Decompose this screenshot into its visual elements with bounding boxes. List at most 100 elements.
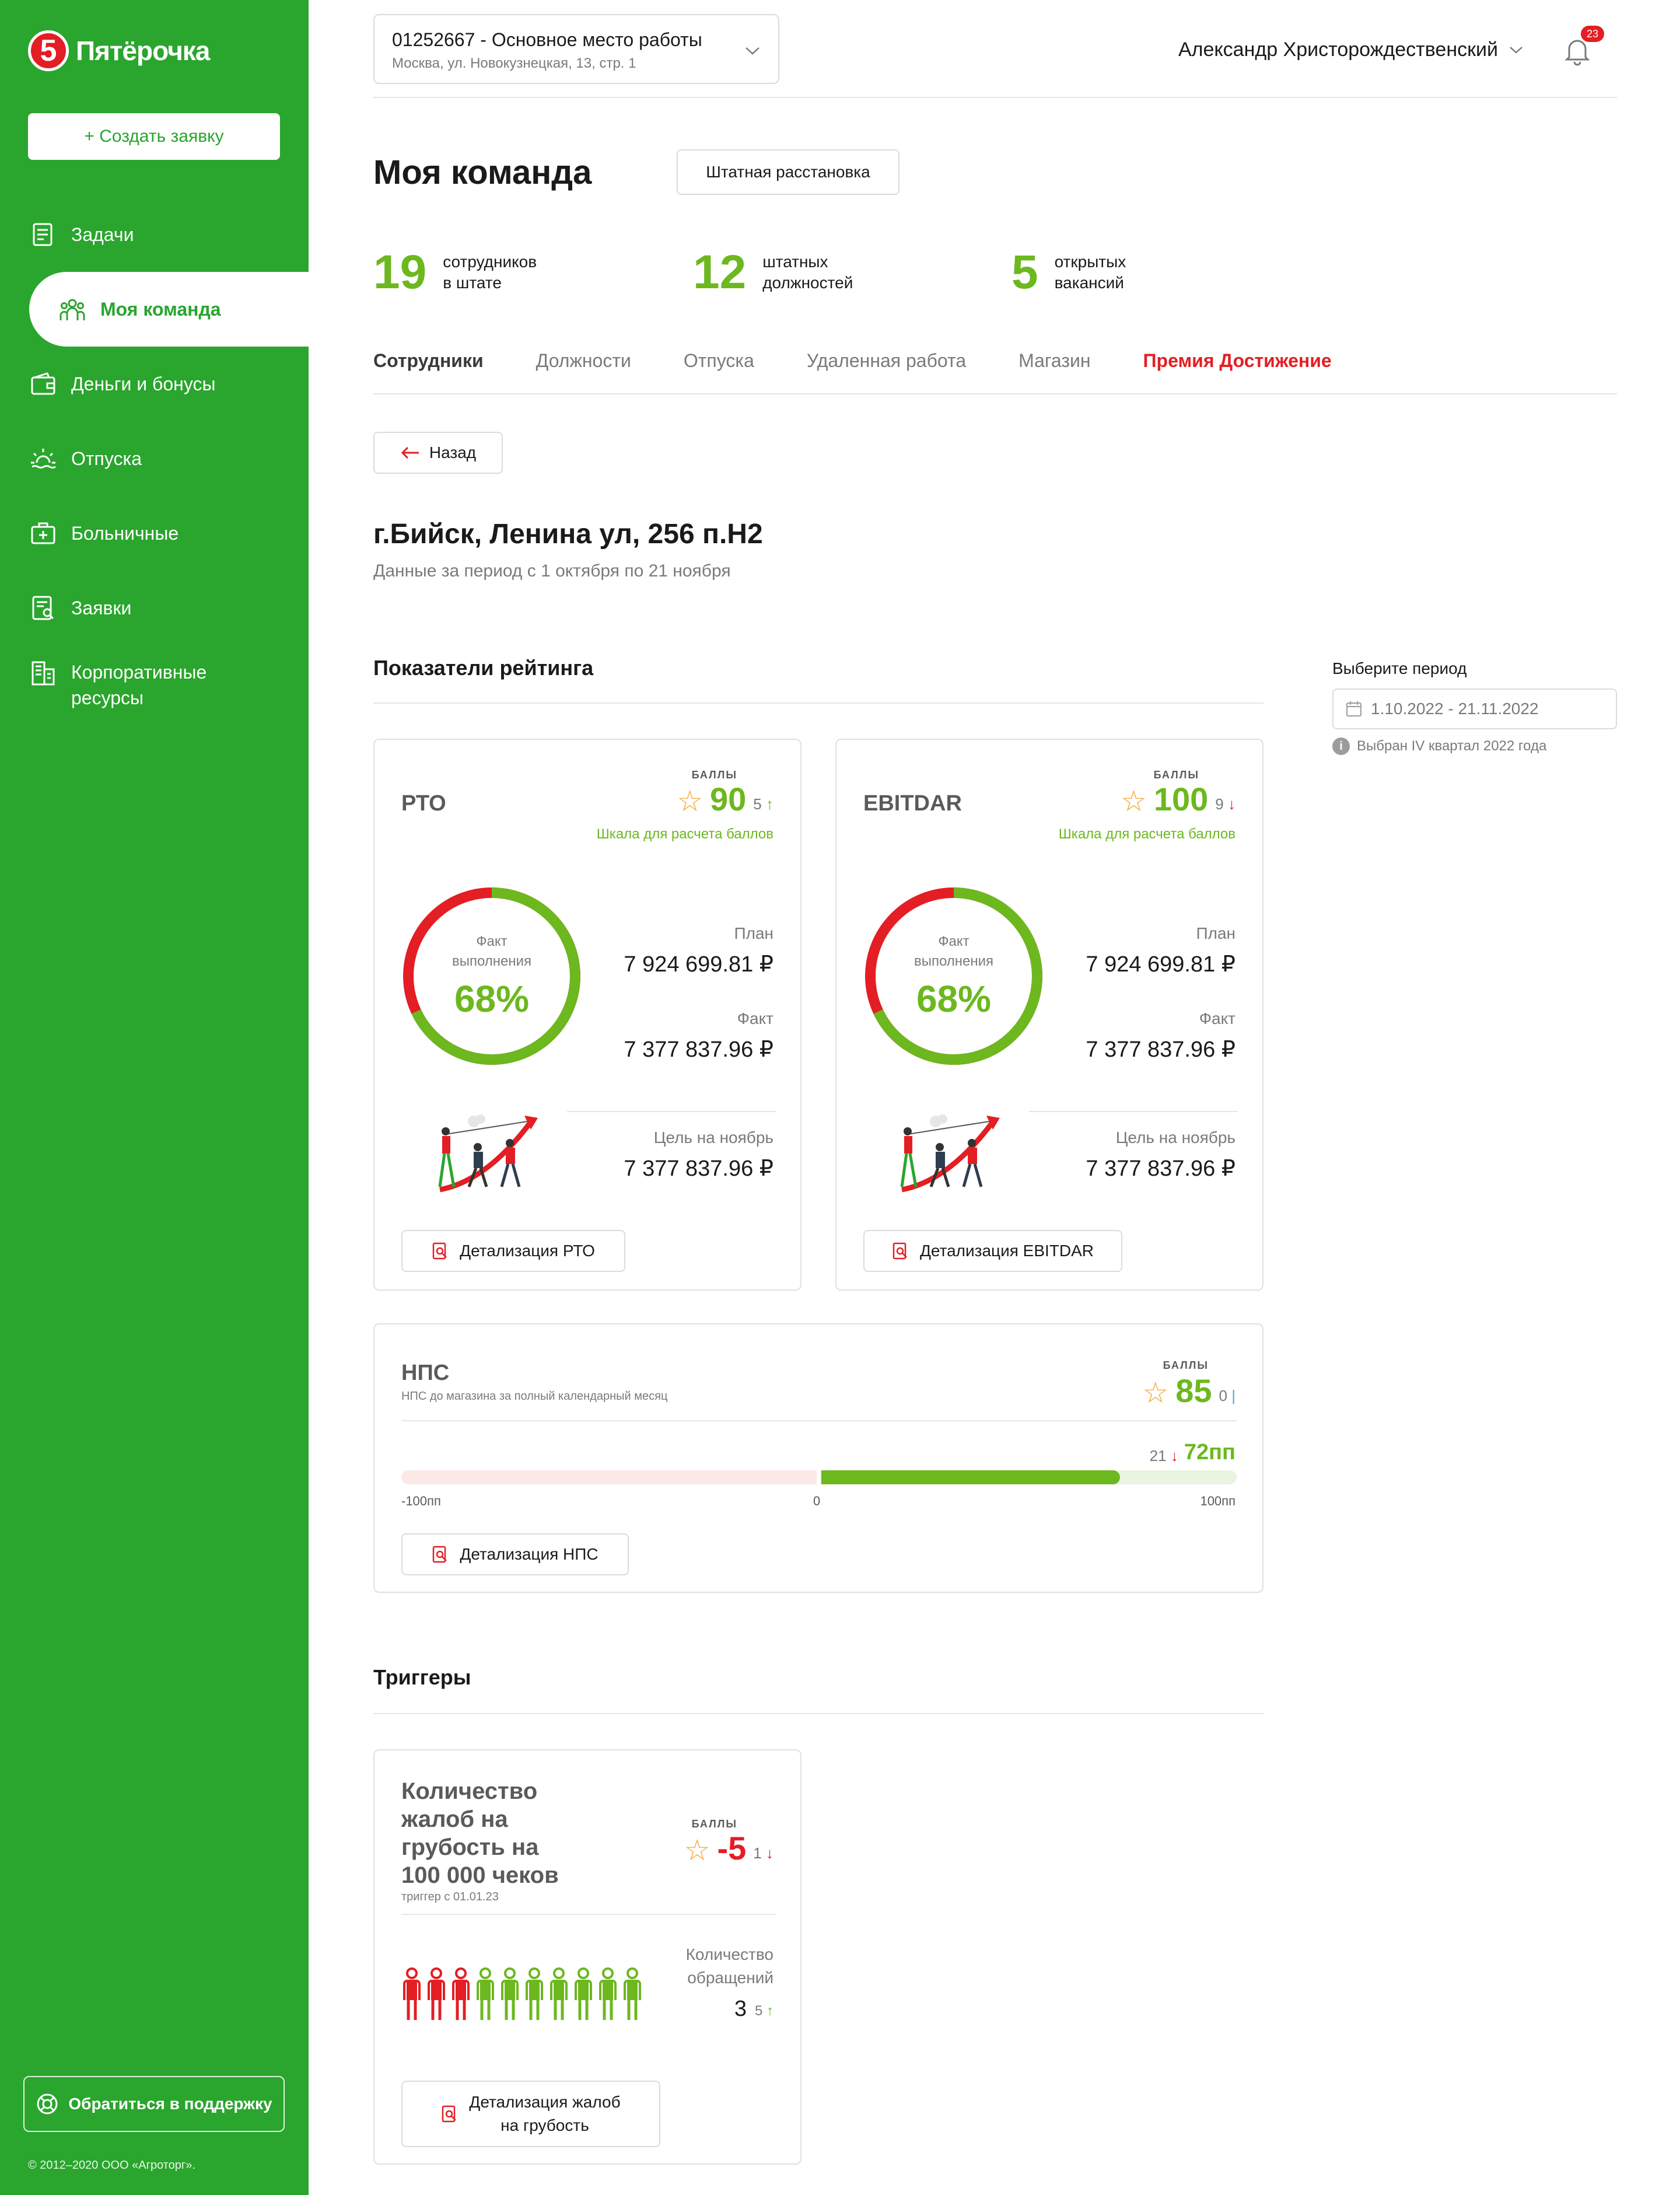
card-title: РТО <box>401 791 446 816</box>
plan-label: План <box>1196 924 1236 942</box>
score-value: -5 <box>717 1830 747 1867</box>
rto-detail-button[interactable]: Детализация РТО <box>401 1230 625 1272</box>
tab-positions[interactable]: Должности <box>536 350 631 371</box>
goal-label: Цель на ноябрь <box>653 1128 774 1147</box>
score-row: ☆ 85 0 | <box>1142 1375 1236 1408</box>
detail-search-icon <box>433 1546 447 1563</box>
back-label: Назад <box>429 443 477 462</box>
sidebar-item-money[interactable]: Деньги и бонусы <box>0 347 309 421</box>
wallet-icon <box>29 370 57 398</box>
detail-search-icon <box>432 1242 447 1260</box>
stat-positions: 12 штатных должностей <box>693 245 853 300</box>
score-caption: БАЛЛЫ <box>1153 769 1199 781</box>
person-icon-ok <box>575 1967 592 2020</box>
tab-employees[interactable]: Сотрудники <box>373 350 484 371</box>
stat-label: открытых вакансий <box>1054 253 1126 292</box>
nps-card: НПС НПС до магазина за полный календарны… <box>373 1323 1264 1593</box>
person-icon-complaint <box>452 1967 470 2020</box>
user-menu[interactable]: Александр Христорождественский <box>1178 39 1524 61</box>
tasks-icon <box>29 221 57 249</box>
ring-progress <box>865 887 1042 1065</box>
sidebar-item-vacations[interactable]: Отпуска <box>0 421 309 496</box>
stat-value: 12 <box>693 246 747 299</box>
sidebar: 5 Пятёрочка + Создать заявку Задачи Моя … <box>0 0 309 2195</box>
store-title: г.Бийск, Ленина ул, 256 п.Н2 <box>373 519 763 550</box>
tab-store[interactable]: Магазин <box>1019 350 1091 371</box>
medkit-icon <box>29 519 57 547</box>
chevron-down-icon <box>744 42 761 60</box>
bell-icon[interactable] <box>1561 34 1594 67</box>
divider <box>567 1111 776 1112</box>
plan-value: 7 924 699.81 ₽ <box>1086 952 1236 977</box>
period-input[interactable]: 1.10.2022 - 21.11.2022 <box>1332 688 1617 729</box>
nps-subtitle: НПС до магазина за полный календарный ме… <box>401 1390 668 1403</box>
nps-detail-button[interactable]: Детализация НПС <box>401 1533 629 1575</box>
lifebuoy-icon <box>37 2093 58 2114</box>
sidebar-item-label: Деньги и бонусы <box>71 373 216 394</box>
card-title: НПС <box>401 1361 450 1385</box>
detail-label: Детализация EBITDAR <box>919 1242 1094 1260</box>
nps-min-label: -100пп <box>401 1494 441 1508</box>
arrow-left-icon <box>401 446 419 459</box>
count-delta: 5 ↑ <box>754 2003 774 2019</box>
workplace-title: 01252667 - Основное место работы <box>392 29 702 50</box>
sun-icon <box>29 445 57 473</box>
arrow-up-icon: ↑ <box>766 795 774 813</box>
tab-remote[interactable]: Удаленная работа <box>806 350 967 371</box>
ring-caption: Факт выполнения <box>452 934 532 969</box>
section-divider <box>373 702 1264 704</box>
plan-value: 7 924 699.81 ₽ <box>624 952 774 977</box>
sidebar-item-label: Задачи <box>71 224 134 245</box>
sidebar-item-sick-leave[interactable]: Больничные <box>0 496 309 571</box>
stat-label: сотрудников в штате <box>443 253 537 292</box>
person-icon-ok <box>477 1967 494 2020</box>
scale-link[interactable]: Шкала для расчета баллов <box>596 826 774 842</box>
sidebar-item-corporate[interactable]: Корпоративные ресурсы <box>0 645 309 733</box>
person-icon-ok <box>526 1967 543 2020</box>
scale-link[interactable]: Шкала для расчета баллов <box>1058 826 1236 842</box>
tabs: Сотрудники Должности Отпуска Удаленная р… <box>373 350 1384 372</box>
goal-value: 7 377 837.96 ₽ <box>624 1156 774 1181</box>
ebitdar-detail-button[interactable]: Детализация EBITDAR <box>863 1230 1122 1272</box>
star-icon: ☆ <box>684 1834 710 1867</box>
create-request-button[interactable]: + Создать заявку <box>28 113 280 160</box>
fact-label: Факт <box>737 1009 774 1027</box>
stat-employees: 19 сотрудников в штате <box>373 245 537 300</box>
nps-zero-marker <box>817 1469 820 1486</box>
teamwork-illustration <box>438 1114 538 1193</box>
staff-arrangement-button[interactable]: Штатная расстановка <box>677 149 900 195</box>
person-icon-ok <box>550 1967 568 2020</box>
count-row: 3 5 ↑ <box>734 1997 774 2022</box>
detail-label: Детализация НПС <box>460 1545 598 1563</box>
workplace-select[interactable]: 01252667 - Основное место работы Москва,… <box>373 14 779 84</box>
sidebar-item-tasks[interactable]: Задачи <box>0 197 309 272</box>
page-title: Моя команда <box>373 153 592 191</box>
nps-bar <box>401 1469 1237 1486</box>
complaints-people <box>401 1966 643 2022</box>
period-value: 1.10.2022 - 21.11.2022 <box>1371 700 1539 718</box>
complaints-detail-button[interactable]: Детализация жалоб на грубость <box>401 2081 660 2147</box>
support-button[interactable]: Обратиться в поддержку <box>23 2076 285 2132</box>
stat-value: 19 <box>373 246 427 299</box>
rating-section-title: Показатели рейтинга <box>373 656 594 680</box>
sidebar-item-requests[interactable]: Заявки <box>0 571 309 645</box>
score-value: 100 <box>1153 781 1209 817</box>
person-icon-ok <box>624 1967 641 2020</box>
nps-value-row: 21 ↓ 72пп <box>1150 1440 1236 1465</box>
score-delta: 0 | <box>1219 1387 1236 1404</box>
tab-vacations[interactable]: Отпуска <box>683 350 754 371</box>
team-icon <box>58 295 86 323</box>
period-hint: i Выбран IV квартал 2022 года <box>1332 738 1546 755</box>
back-button[interactable]: Назад <box>373 432 503 474</box>
sidebar-item-team[interactable]: Моя команда <box>29 272 309 347</box>
progress-ring: Факт выполнения 68% <box>401 886 582 1067</box>
tab-bonus[interactable]: Премия Достижение <box>1143 350 1332 371</box>
person-icon-complaint <box>403 1967 421 2020</box>
person-icon-ok <box>599 1967 617 2020</box>
score-value: 90 <box>710 781 747 817</box>
ring-percent: 68% <box>916 978 992 1020</box>
sidebar-nav: Задачи Моя команда Деньги и бонусы Отпус… <box>0 197 309 733</box>
score-row: ☆ 100 9 ↓ <box>1121 783 1236 816</box>
logo[interactable]: 5 Пятёрочка <box>28 30 210 71</box>
section-divider <box>373 1713 1264 1714</box>
